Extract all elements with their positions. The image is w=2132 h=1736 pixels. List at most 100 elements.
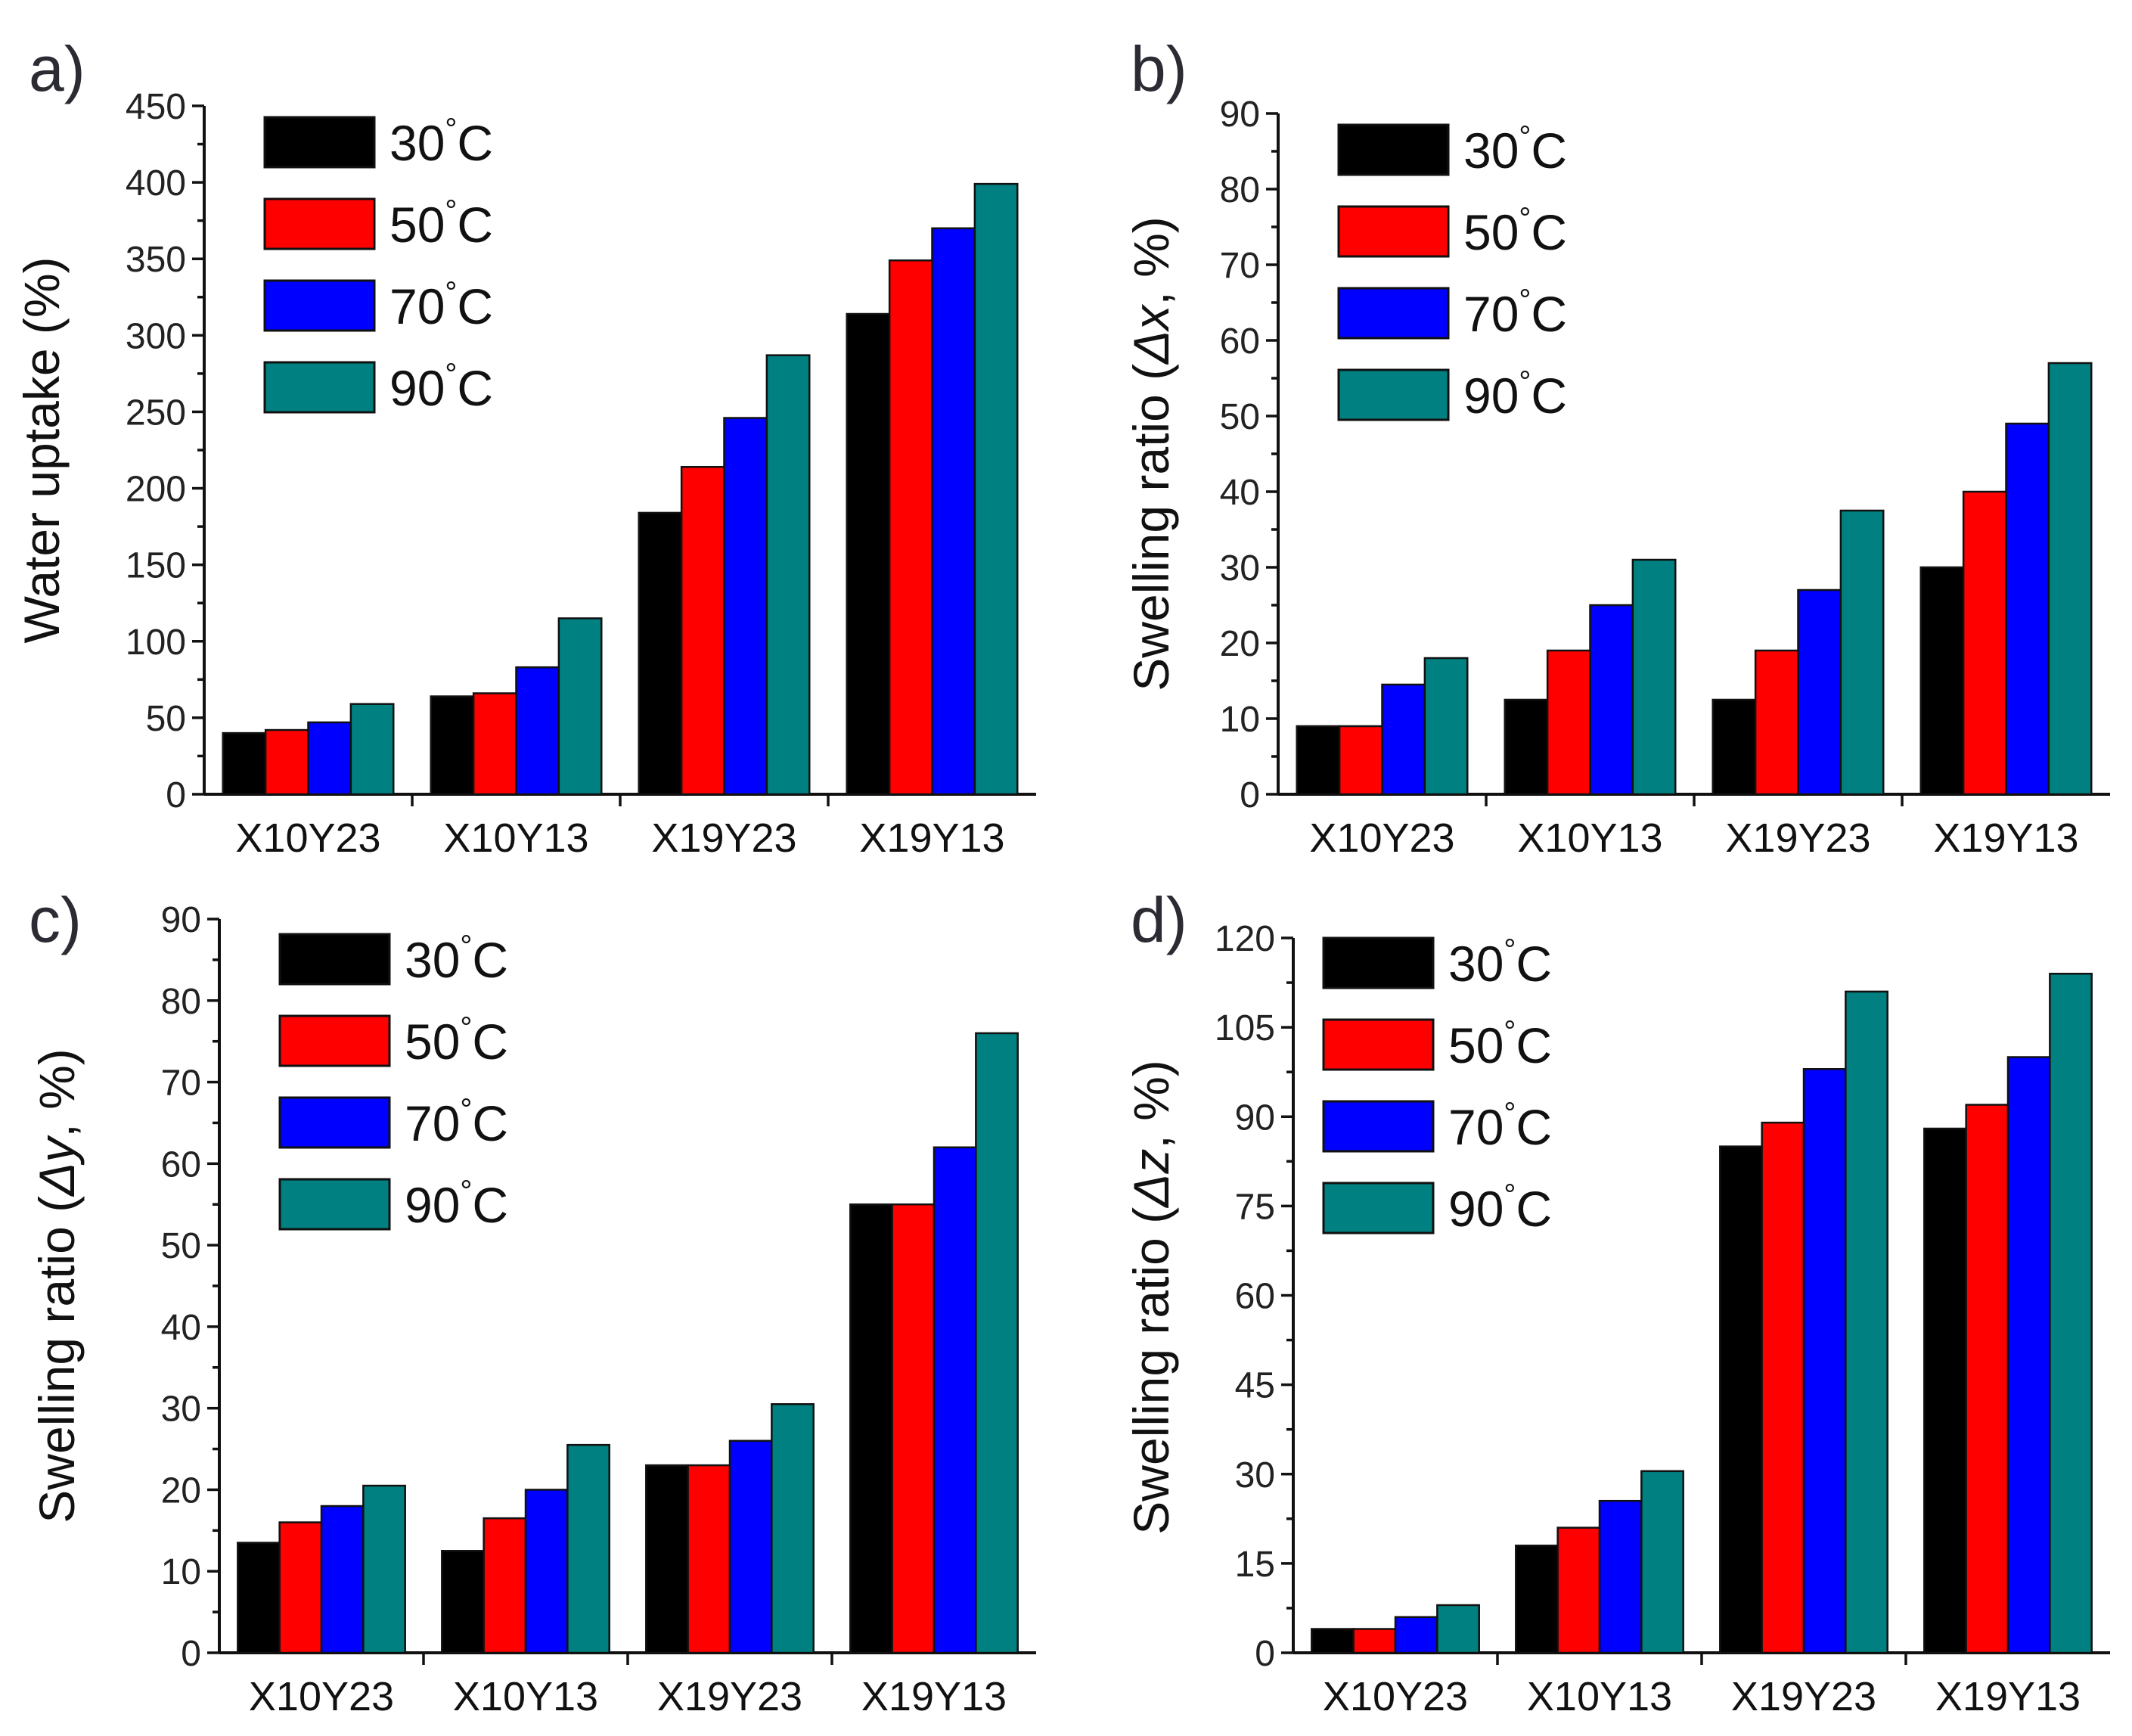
legend-label: 90°C <box>389 358 493 416</box>
y-tick-label: 50 <box>161 1226 201 1266</box>
bar-x10y13-50c <box>472 692 517 796</box>
y-tick-label: 30 <box>1220 548 1260 589</box>
bar-x10y23-70c <box>320 1505 365 1654</box>
bar-x19y13-70c <box>2006 1056 2051 1654</box>
bar-x19y23-50c <box>680 465 725 796</box>
bar-x19y13-70c <box>2005 422 2050 796</box>
bar-x10y13-90c <box>566 1443 610 1654</box>
y-tick-label: 60 <box>1235 1277 1275 1317</box>
legend-label: 30°C <box>1448 933 1552 992</box>
bar-x19y23-90c <box>1845 990 1888 1654</box>
bar-x10y13-30c <box>430 695 475 796</box>
bar-x19y13-30c <box>1923 1127 1967 1654</box>
y-tick-label: 60 <box>1220 321 1260 362</box>
legend-label: 70°C <box>389 276 493 334</box>
bar-x10y13-70c <box>1589 604 1634 796</box>
legend-swatch <box>263 279 376 332</box>
bar-x19y13-90c <box>973 182 1019 796</box>
panel-a: a) 0 50 100 150 200 250 300 350 400 450 X10Y23 X10Y1… <box>14 33 1036 861</box>
y-tick-label: 80 <box>1220 170 1260 210</box>
bar-x10y23-70c <box>1381 683 1426 796</box>
legend-label: 90°C <box>1463 365 1567 424</box>
bar-x19y23-90c <box>1839 509 1885 796</box>
x-category-label: X10Y13 <box>453 1674 598 1719</box>
y-tick-label: 90 <box>1220 95 1260 135</box>
bar-x10y13-30c <box>441 1550 485 1654</box>
y-axis-title: Swelling ratio (Δy, %) <box>29 1048 85 1523</box>
panel-letter: c) <box>29 884 82 955</box>
legend: 30°C 50°C 70°C 90°C <box>1322 933 1552 1237</box>
bar-x19y13-30c <box>849 1203 893 1654</box>
legend-label: 70°C <box>1463 284 1567 342</box>
y-tick-label: 10 <box>161 1552 201 1592</box>
legend-label: 50°C <box>389 194 493 253</box>
bar-x19y23-30c <box>1711 698 1757 796</box>
legend-swatch <box>1337 123 1450 176</box>
legend-swatch <box>263 361 376 414</box>
bar-x19y23-50c <box>1754 649 1799 796</box>
y-tick-label: 30 <box>161 1390 201 1430</box>
y-tick-label: 0 <box>1240 775 1260 815</box>
y-axis-title: Swelling ratio (Δz, %) <box>1123 1060 1179 1534</box>
bar-x10y23-30c <box>222 731 267 796</box>
panel-letter: b) <box>1131 33 1187 104</box>
x-category-label: X19Y13 <box>861 1674 1007 1719</box>
legend-label: 70°C <box>405 1093 508 1151</box>
y-tick-label: 75 <box>1235 1187 1275 1227</box>
bar-x19y23-70c <box>1797 589 1842 796</box>
y-tick-label: 0 <box>1255 1634 1275 1674</box>
bar-x10y13-30c <box>1504 698 1549 796</box>
legend-label: 30°C <box>1463 120 1567 179</box>
y-tick-label: 50 <box>1220 397 1260 437</box>
bar-x10y23-30c <box>1296 725 1341 796</box>
legend-swatch <box>1337 287 1450 340</box>
y-tick-label: 250 <box>126 393 186 433</box>
x-category-label: X19Y23 <box>657 1674 802 1719</box>
legend-swatch <box>263 197 376 250</box>
panel-c: c) 0 10 20 30 40 50 60 70 80 90 X10Y23 X10Y13 X19Y23 X… <box>29 884 1036 1719</box>
x-category-label: X19Y23 <box>1731 1674 1876 1719</box>
bar-x10y13-70c <box>515 666 560 796</box>
y-tick-label: 105 <box>1215 1008 1275 1048</box>
bar-x19y23-70c <box>723 417 768 796</box>
legend-label: 50°C <box>1463 202 1567 260</box>
bar-x19y23-30c <box>1719 1145 1763 1654</box>
legend-swatch <box>278 1178 391 1231</box>
bar-x10y13-70c <box>1598 1499 1643 1654</box>
legend-swatch <box>1337 368 1450 421</box>
y-tick-label: 60 <box>161 1144 201 1185</box>
y-tick-label: 150 <box>126 546 186 586</box>
bar-x10y23-90c <box>362 1484 406 1654</box>
panel-letter: a) <box>29 33 85 104</box>
bar-x10y13-90c <box>1631 558 1677 796</box>
y-tick-label: 50 <box>146 699 186 739</box>
panel-b: b) 0 10 20 30 40 50 60 70 80 90 X10Y23 X10Y13 X19Y23 X… <box>1123 33 2110 861</box>
y-tick-label: 0 <box>181 1634 201 1674</box>
y-tick-label: 200 <box>126 470 186 510</box>
legend-label: 50°C <box>405 1011 508 1070</box>
legend-label: 30°C <box>389 113 493 171</box>
legend-swatch <box>1322 1100 1435 1153</box>
bar-x19y23-70c <box>728 1439 773 1654</box>
bar-x19y23-90c <box>771 1403 815 1654</box>
x-category-label: X10Y23 <box>1323 1674 1468 1719</box>
bar-x19y13-50c <box>891 1203 936 1654</box>
bar-x19y13-70c <box>931 227 976 796</box>
y-tick-label: 45 <box>1235 1366 1275 1406</box>
bar-x10y13-50c <box>1546 649 1591 796</box>
y-axis-title: Swelling ratio (Δx, %) <box>1123 216 1179 691</box>
bar-x19y13-30c <box>1919 566 1965 796</box>
y-tick-label: 80 <box>161 982 201 1022</box>
x-category-label: X10Y13 <box>1527 1674 1672 1719</box>
bar-x10y23-90c <box>349 703 395 796</box>
y-tick-label: 100 <box>126 623 186 663</box>
bar-x19y23-90c <box>765 354 811 796</box>
legend-label: 30°C <box>405 930 508 988</box>
x-category-label: X19Y23 <box>651 815 796 861</box>
legend: 30°C 50°C 70°C 90°C <box>263 113 493 416</box>
bar-x10y13-50c <box>483 1517 527 1654</box>
y-tick-label: 400 <box>126 163 186 203</box>
y-tick-label: 450 <box>126 87 186 127</box>
bar-x19y23-70c <box>1802 1068 1847 1654</box>
x-category-label: X10Y23 <box>1309 815 1454 861</box>
